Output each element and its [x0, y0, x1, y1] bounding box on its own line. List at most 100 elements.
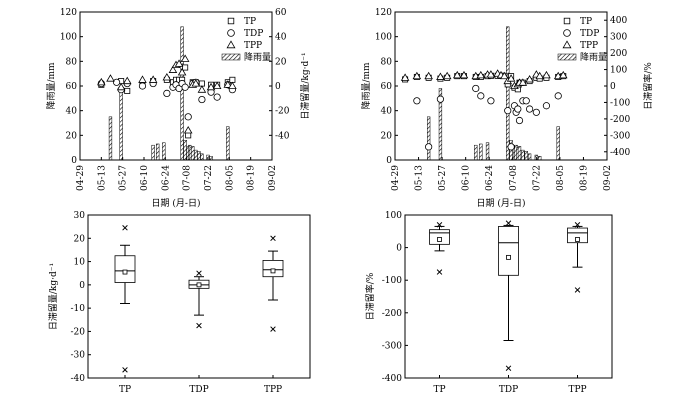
y-right-tick-label: 0	[275, 82, 281, 92]
y-left-tick-label: 80	[66, 57, 78, 67]
x-tick-label: 07-08	[509, 165, 519, 191]
data-point-tdp	[526, 105, 534, 113]
data-point-tpp	[424, 71, 433, 80]
y-right-tick-label: -400	[610, 148, 630, 158]
outlier-marker	[574, 222, 581, 228]
x-tick-label: 05-13	[97, 165, 107, 191]
y-right-tick-label: -20	[275, 107, 290, 117]
data-point-tpp	[197, 85, 207, 93]
legend-marker-tpp	[562, 40, 572, 49]
legend-label: TDP	[580, 29, 599, 39]
data-point-tpp	[412, 71, 422, 80]
panel-retention-amount-boxplot: -40 -30 -20 -10 0 10 20 30 TP TDP TPP 日滞留量/kg·d⁻¹	[47, 211, 311, 395]
rain-bar	[226, 126, 230, 161]
outlier-marker	[270, 235, 276, 242]
data-point-tdp	[198, 95, 206, 104]
y-tick-label: 10	[74, 258, 86, 268]
x-tick-label: 09-02	[603, 165, 613, 191]
data-point-tdp	[532, 108, 540, 116]
legend-label: TP	[244, 17, 256, 27]
y-tick-label: 30	[74, 211, 86, 221]
legend-marker-tp	[227, 17, 235, 25]
y-right-tick-label: -100	[610, 98, 630, 108]
y-right-tick-label: -300	[610, 131, 630, 141]
y-right-tick-label: 400	[610, 16, 627, 26]
data-point-tdp	[487, 97, 495, 105]
y-left-tick-label: 120	[60, 8, 77, 18]
data-point-tpp	[518, 78, 528, 86]
rain-bar	[485, 142, 490, 161]
data-point-tpp	[106, 74, 115, 82]
data-point-tpp	[525, 75, 534, 83]
legend-marker-tdp	[563, 29, 571, 37]
legend-label: 降雨量	[580, 51, 607, 63]
legend-label: TPP	[244, 41, 262, 51]
y-tick-label: -30	[71, 351, 86, 361]
y-right-tick-label: 100	[610, 66, 627, 76]
data-point-tpp	[97, 77, 106, 86]
x-tick-label: 08-05	[556, 165, 566, 191]
data-point-tdp	[138, 82, 147, 90]
data-point-tdp	[507, 143, 515, 151]
y-left-tick-label: 0	[386, 156, 392, 166]
x-tick-label: TPP	[264, 385, 282, 395]
data-point-tdp	[413, 97, 421, 105]
y-right-axis-label: 日滞留量/kg·d⁻¹	[299, 52, 311, 119]
outlier-marker	[436, 222, 443, 228]
data-point-tp	[185, 132, 192, 139]
data-point-tdp	[181, 83, 189, 91]
x-tick-label: 08-19	[579, 165, 589, 191]
x-tick-label: 07-08	[183, 165, 193, 191]
data-point-tpp	[436, 72, 445, 80]
rain-bar	[538, 156, 542, 161]
outlier-marker	[122, 225, 128, 231]
data-point-tpp	[162, 72, 172, 81]
data-point-tpp	[212, 81, 222, 89]
data-point-tp	[182, 64, 189, 71]
box-iqr	[498, 226, 519, 276]
y-left-axis-label: 降雨量/mm	[360, 62, 372, 110]
legend-label: 降雨量	[244, 51, 271, 63]
outlier-marker	[196, 322, 202, 329]
rain-bar	[479, 143, 483, 161]
panel-daily-retention-amount-timeseries: 0 20 40 60 80 100 120 -40 -20 0 20 40 60 04-29 05-13 05…	[45, 8, 311, 209]
data-point-tpp	[148, 75, 158, 83]
data-point-tdp	[477, 92, 485, 100]
box-iqr	[114, 255, 136, 283]
rain-bar	[524, 151, 528, 161]
x-tick-label: 05-27	[438, 165, 448, 191]
y-left-tick-label: 120	[375, 8, 392, 18]
y-right-tick-label: 200	[610, 49, 627, 59]
y-right-tick-label: 0	[610, 82, 616, 92]
x-tick-label: TP	[433, 385, 445, 395]
y-axis-label: 日滞留量/kg·d⁻¹	[47, 263, 59, 330]
rain-bar	[197, 151, 201, 161]
y-tick-label: -300	[382, 341, 402, 351]
x-axis-label: 日期 (月-日)	[477, 198, 526, 209]
y-right-tick-label: -200	[610, 115, 630, 125]
y-left-tick-label: 40	[381, 107, 393, 117]
rain-bar	[506, 26, 510, 161]
legend-marker-tdp	[227, 29, 235, 37]
data-point-tpp	[138, 75, 147, 83]
data-point-tpp	[500, 71, 509, 80]
y-right-tick-label: -40	[275, 131, 290, 141]
x-tick-label: 05-27	[119, 165, 129, 191]
data-point-tpp	[228, 81, 237, 89]
data-point-tpp	[180, 54, 190, 62]
rain-bar	[209, 156, 213, 161]
x-tick-label: TP	[119, 385, 131, 395]
rain-bar	[200, 153, 204, 161]
data-point-tpp	[476, 70, 486, 79]
box-iqr	[567, 227, 588, 244]
data-point-tdp	[425, 143, 433, 151]
data-point-tpp	[506, 74, 516, 82]
data-point-tpp	[206, 82, 216, 91]
plot-frame	[394, 11, 608, 161]
panel-retention-rate-boxplot: -400 -300 -200 -100 0 100 TP TDP TPP 日滞留率/%	[364, 211, 613, 395]
outlier-marker	[505, 220, 512, 226]
y-tick-label: -10	[71, 304, 86, 314]
data-point-tpp	[116, 82, 126, 91]
y-left-tick-label: 100	[375, 33, 392, 43]
y-right-tick-label: 60	[275, 8, 287, 18]
